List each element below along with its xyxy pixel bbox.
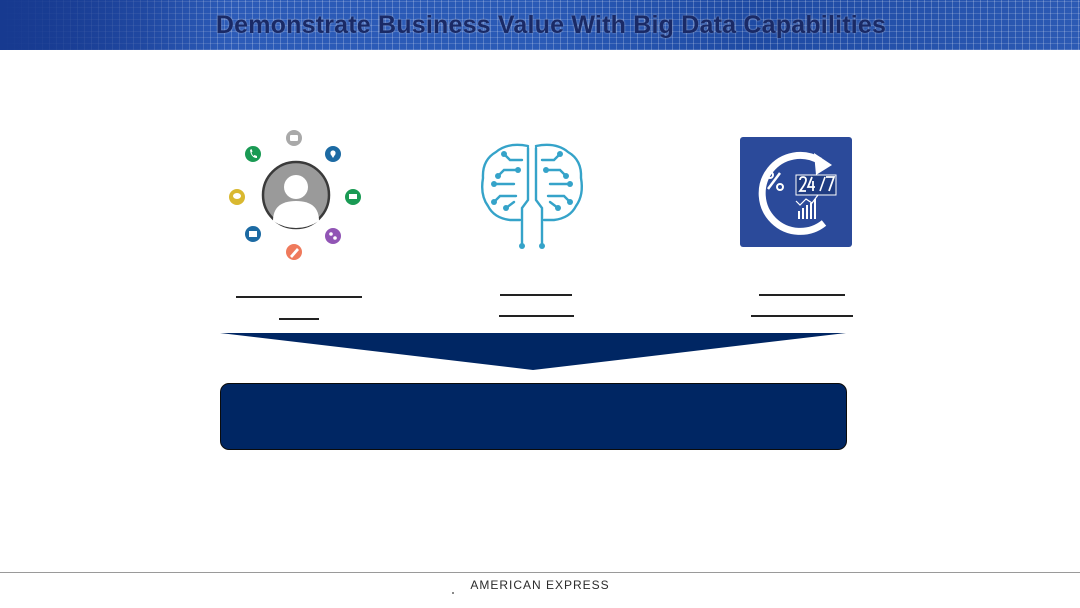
footer-divider [0, 572, 1080, 573]
footer-dot [452, 592, 454, 594]
slide-title: Demonstrate Business Value With Big Data… [215, 11, 887, 39]
location-pin-icon [325, 146, 341, 162]
mail-icon [245, 226, 261, 242]
customer-profile-icon [226, 128, 366, 269]
circuit-brain-icon [478, 140, 586, 257]
brain-label-line-1 [500, 294, 572, 296]
footer-brand: AMERICAN EXPRESS [470, 578, 610, 592]
customer-label-line-1 [236, 296, 362, 298]
realtime-label-line-2 [751, 315, 853, 317]
folder-icon [286, 130, 302, 146]
realtime-label-line-1 [759, 294, 845, 296]
link-icon [325, 228, 341, 244]
cart-icon [345, 189, 361, 205]
banner-fade [0, 0, 230, 50]
brain-label-line-2 [499, 315, 574, 317]
funnel-chevron [220, 333, 846, 370]
result-box [220, 383, 847, 450]
chat-icon [229, 189, 245, 205]
title-banner [0, 0, 1080, 50]
pencil-icon [286, 244, 302, 260]
realtime-24-7-icon [740, 137, 852, 252]
phone-icon [245, 146, 261, 162]
customer-label-line-2 [279, 318, 319, 320]
